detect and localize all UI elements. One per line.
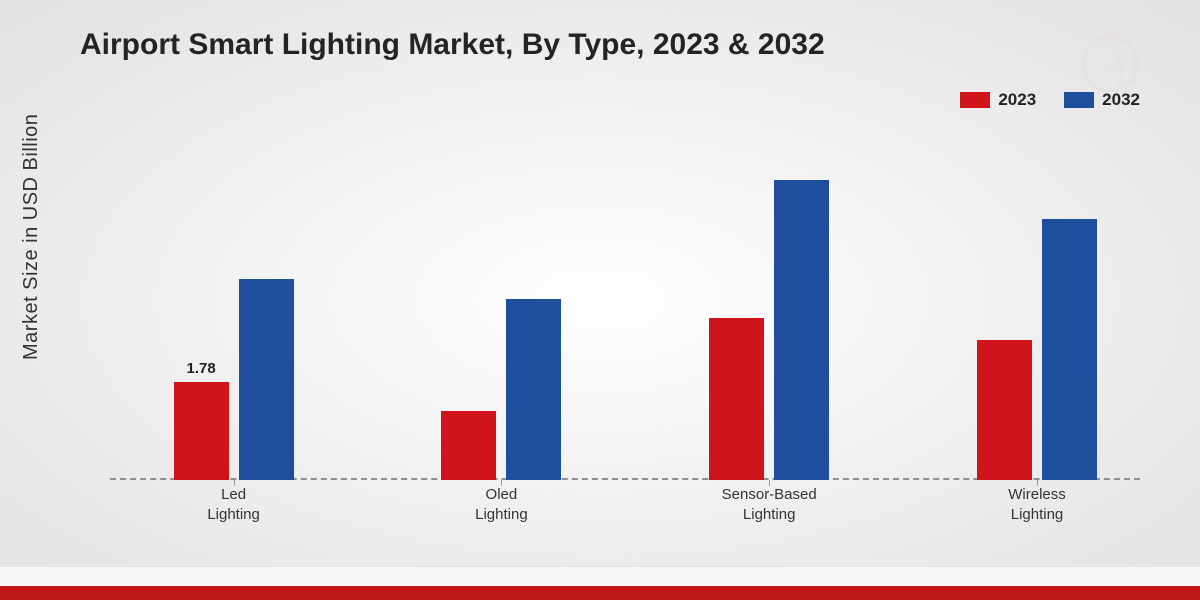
chart-title: Airport Smart Lighting Market, By Type, … xyxy=(80,28,825,62)
footer-stripe xyxy=(0,586,1200,600)
x-axis-label: Led Lighting xyxy=(207,485,260,524)
bar-group xyxy=(441,299,561,481)
bar-group xyxy=(709,180,829,480)
bar-2032 xyxy=(1042,219,1097,480)
legend-label-2023: 2023 xyxy=(998,90,1036,110)
legend-item-2023: 2023 xyxy=(960,90,1036,110)
legend-swatch-2023 xyxy=(960,92,990,108)
bar-value-label: 1.78 xyxy=(174,360,229,377)
bar-2023 xyxy=(709,318,764,480)
bar-2023: 1.78 xyxy=(174,382,229,480)
y-axis-label: Market Size in USD Billion xyxy=(20,114,43,360)
bar-group: 1.78 xyxy=(174,279,294,480)
x-axis-label: Sensor-Based Lighting xyxy=(722,485,817,524)
bar-2032 xyxy=(506,299,561,481)
legend: 2023 2032 xyxy=(960,90,1140,110)
x-axis-label: Wireless Lighting xyxy=(1008,485,1066,524)
bar-2032 xyxy=(239,279,294,480)
legend-label-2032: 2032 xyxy=(1102,90,1140,110)
plot-area: 1.78 xyxy=(110,150,1140,480)
legend-swatch-2032 xyxy=(1064,92,1094,108)
bar-2023 xyxy=(977,340,1032,480)
bar-2032 xyxy=(774,180,829,480)
x-axis-labels: Led Lighting Oled Lighting Sensor-Based Li… xyxy=(110,485,1140,545)
legend-item-2032: 2032 xyxy=(1064,90,1140,110)
footer-spacer xyxy=(0,566,1200,586)
x-axis-label: Oled Lighting xyxy=(475,485,528,524)
bar-group xyxy=(977,219,1097,480)
bar-2023 xyxy=(441,411,496,480)
